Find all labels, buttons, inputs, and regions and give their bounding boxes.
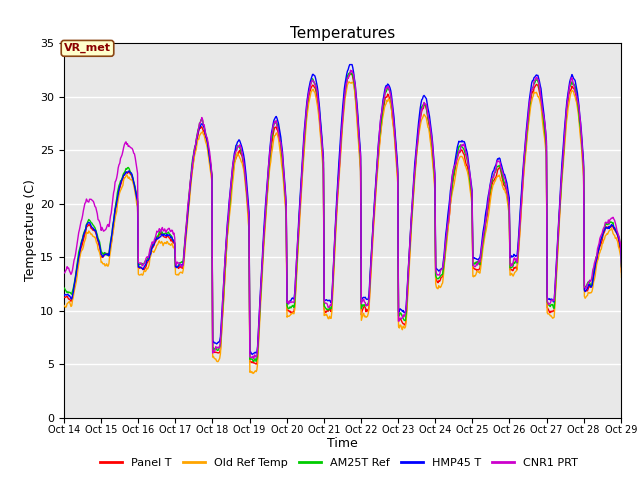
- Legend: Panel T, Old Ref Temp, AM25T Ref, HMP45 T, CNR1 PRT: Panel T, Old Ref Temp, AM25T Ref, HMP45 …: [96, 453, 582, 472]
- Y-axis label: Temperature (C): Temperature (C): [24, 180, 37, 281]
- X-axis label: Time: Time: [327, 437, 358, 450]
- Title: Temperatures: Temperatures: [290, 25, 395, 41]
- Text: VR_met: VR_met: [64, 43, 111, 53]
